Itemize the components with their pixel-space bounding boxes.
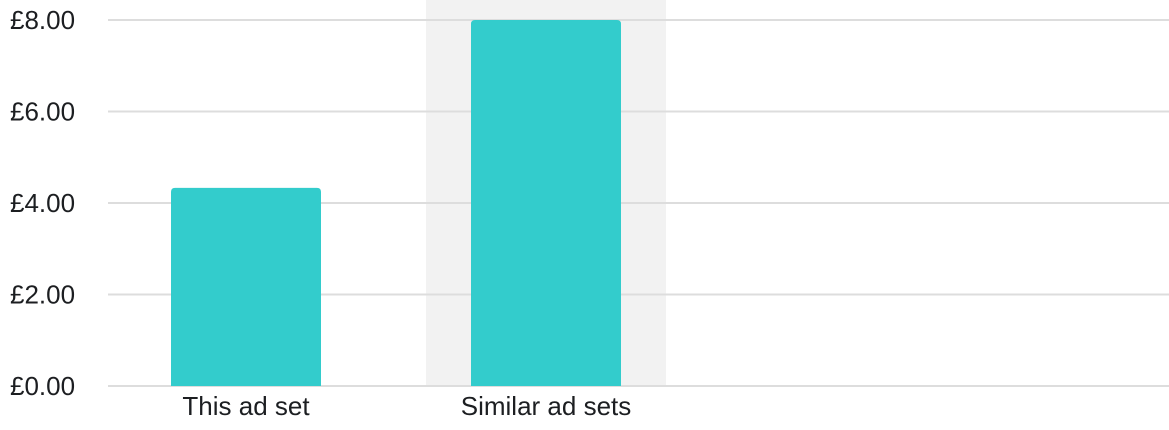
y-tick-label: £2.00 <box>10 280 75 310</box>
bar-this-ad-set <box>171 187 321 386</box>
bar-similar-ad-sets <box>471 20 621 386</box>
y-tick-label: £0.00 <box>10 371 75 401</box>
y-tick-label: £4.00 <box>10 188 75 218</box>
x-category-label: Similar ad sets <box>461 391 632 421</box>
bars <box>171 20 621 386</box>
y-tick-label: £8.00 <box>10 5 75 35</box>
y-tick-label: £6.00 <box>10 97 75 127</box>
x-category-label: This ad set <box>182 391 310 421</box>
x-axis-category-labels: This ad set Similar ad sets <box>182 391 631 421</box>
y-axis-tick-labels: £0.00 £2.00 £4.00 £6.00 £8.00 <box>10 5 75 401</box>
